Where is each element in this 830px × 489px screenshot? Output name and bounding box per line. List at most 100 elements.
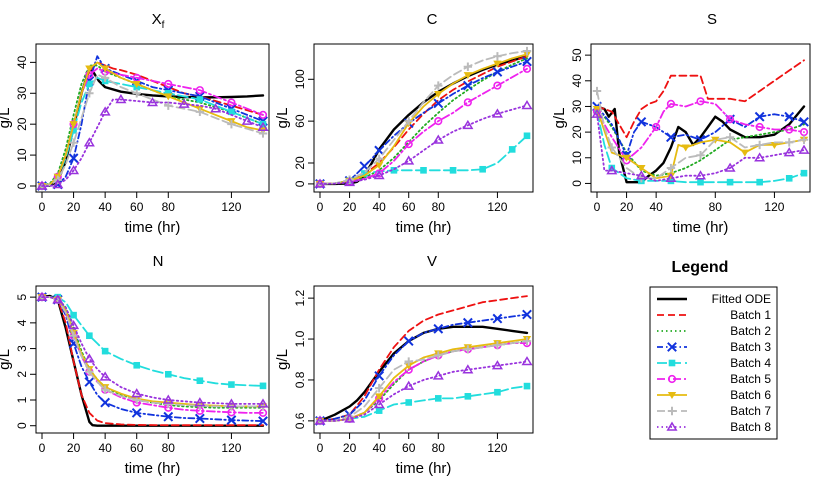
x-tick-label: 120 bbox=[487, 441, 507, 455]
series-line-batch-3 bbox=[596, 105, 805, 157]
data-point bbox=[164, 399, 173, 409]
series-line-batch-5 bbox=[319, 342, 528, 422]
y-tick-label: 0 bbox=[293, 180, 307, 187]
panel-c: C 0 20 40 60 80 120 0 20 60 100 time (hr) g/L bbox=[274, 11, 534, 236]
series-line-batch-7 bbox=[319, 50, 528, 185]
data-point bbox=[132, 81, 141, 88]
data-point bbox=[783, 147, 795, 157]
data-point bbox=[85, 89, 94, 98]
series-group bbox=[314, 46, 533, 189]
data-point bbox=[666, 172, 676, 180]
data-point bbox=[258, 416, 268, 426]
data-point bbox=[84, 377, 95, 387]
legend-marker bbox=[667, 342, 677, 352]
legend-marker bbox=[666, 421, 678, 431]
legend-label: Batch 3 bbox=[730, 340, 771, 354]
y-axis-label: g/L bbox=[274, 349, 291, 370]
series-line-batch-5 bbox=[596, 100, 805, 162]
data-point bbox=[163, 411, 174, 422]
plot-frame bbox=[35, 43, 270, 193]
data-point bbox=[403, 155, 415, 165]
data-point bbox=[374, 383, 384, 393]
panel-title: N bbox=[153, 253, 164, 270]
data-point bbox=[479, 165, 486, 173]
legend-item: Batch 7 bbox=[657, 404, 771, 418]
x-tick-label: 0 bbox=[594, 200, 601, 214]
data-point bbox=[68, 319, 80, 330]
data-point bbox=[697, 178, 704, 186]
data-point bbox=[259, 382, 267, 390]
data-point bbox=[164, 93, 173, 101]
series-line-batch-8 bbox=[596, 113, 805, 182]
data-point bbox=[195, 107, 205, 117]
series-line-fitted-ode bbox=[318, 325, 529, 423]
series-line-batch-8 bbox=[41, 98, 264, 187]
x-tick-label: 80 bbox=[709, 200, 723, 214]
data-point bbox=[164, 89, 172, 97]
data-point bbox=[522, 56, 532, 67]
data-point bbox=[228, 381, 235, 388]
legend-label: Batch 7 bbox=[730, 404, 771, 418]
y-tick-label: 0 bbox=[570, 180, 584, 187]
data-point bbox=[132, 89, 141, 98]
legend-label: Batch 2 bbox=[730, 324, 771, 338]
panel-v: V 0 20 40 60 80 120 0.6 0.8 1.0 1.2 time (hr) g/L bbox=[274, 253, 534, 477]
data-point bbox=[463, 345, 473, 354]
data-point bbox=[799, 128, 809, 137]
data-point bbox=[99, 106, 111, 116]
data-point bbox=[434, 81, 443, 90]
data-point bbox=[666, 163, 676, 173]
legend-label: Batch 5 bbox=[730, 372, 771, 386]
data-point bbox=[635, 170, 647, 180]
series-line-batch-1 bbox=[319, 55, 528, 185]
legend-item: Batch 3 bbox=[657, 340, 771, 354]
y-tick-label: 20 bbox=[293, 156, 307, 170]
data-point bbox=[99, 371, 111, 381]
data-point bbox=[522, 336, 532, 346]
panel-n: N 0 20 40 60 80 120 0 1 2 3 4 5 time (hr) g/L bbox=[0, 253, 270, 477]
data-point bbox=[434, 117, 443, 126]
series-line-batch-7 bbox=[319, 340, 528, 422]
series-line-batch-8 bbox=[41, 296, 264, 405]
legend-item: Batch 8 bbox=[657, 420, 771, 434]
data-point bbox=[756, 178, 763, 186]
data-point bbox=[164, 370, 172, 378]
y-tick-label: 30 bbox=[15, 86, 29, 100]
data-point bbox=[133, 361, 141, 369]
x-tick-label: 60 bbox=[402, 441, 416, 455]
data-point bbox=[375, 407, 383, 414]
x-tick-label: 80 bbox=[432, 441, 446, 455]
series-line-batch-1 bbox=[596, 59, 805, 139]
series-line-batch-2 bbox=[596, 105, 805, 177]
x-tick-label: 40 bbox=[98, 441, 112, 455]
data-point bbox=[652, 122, 661, 132]
data-point bbox=[115, 93, 127, 104]
data-point bbox=[462, 119, 474, 130]
legend-label: Batch 6 bbox=[730, 388, 771, 402]
data-point bbox=[314, 178, 326, 188]
x-tick-label: 60 bbox=[130, 200, 144, 214]
x-tick-label: 0 bbox=[39, 441, 46, 455]
legend-item: Fitted ODE bbox=[657, 292, 771, 306]
x-tick-label: 80 bbox=[432, 200, 446, 214]
plot-frame bbox=[313, 285, 534, 434]
data-point bbox=[523, 132, 531, 140]
x-tick-label: 20 bbox=[343, 441, 357, 455]
data-point bbox=[178, 98, 190, 108]
data-point bbox=[69, 121, 78, 129]
series-line-batch-8 bbox=[319, 360, 528, 422]
data-point bbox=[100, 397, 111, 408]
series-line-batch-5 bbox=[319, 67, 528, 185]
data-point bbox=[494, 388, 501, 396]
legend-item: Batch 4 bbox=[657, 356, 771, 370]
data-point bbox=[373, 399, 385, 409]
data-point bbox=[462, 80, 473, 91]
x-axis-label: time (hr) bbox=[396, 460, 452, 477]
panel-title: Xf bbox=[152, 11, 165, 31]
data-point bbox=[433, 323, 444, 334]
data-point bbox=[344, 413, 356, 423]
data-point bbox=[374, 370, 385, 381]
legend-label: Fitted ODE bbox=[712, 292, 771, 306]
x-tick-label: 120 bbox=[487, 200, 507, 214]
data-point bbox=[390, 167, 398, 174]
